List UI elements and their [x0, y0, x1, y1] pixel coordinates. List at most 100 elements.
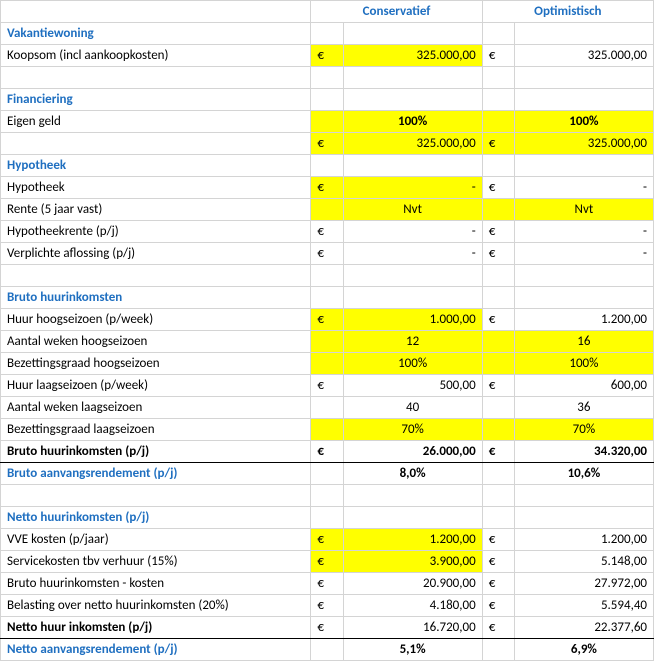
row-bruto-rendement: Bruto aanvangsrendement (p/j) 8,0% 10,6% — [1, 463, 654, 485]
row-koopsom: Koopsom (incl aankoopkosten) € 325.000,0… — [1, 45, 654, 67]
cur: € — [482, 573, 514, 595]
cur: € — [482, 177, 514, 199]
label-hyprente: Hypotheekrente (p/j) — [1, 221, 311, 243]
cur: € — [311, 529, 343, 551]
val-bezet-hoog-1: 100% — [343, 353, 482, 375]
cur: € — [311, 45, 343, 67]
val-belasting-1: 4.180,00 — [343, 595, 482, 617]
col-header-1: Conservatief — [311, 1, 482, 23]
val-rente-2: Nvt — [514, 199, 653, 221]
cur: € — [311, 617, 343, 639]
label-bezet-hoog: Bezettingsgraad hoogseizoen — [1, 353, 311, 375]
cur: € — [482, 617, 514, 639]
row-belasting: Belasting over netto huurinkomsten (20%)… — [1, 595, 654, 617]
row-eigengeld-amount: € 325.000,00 € 325.000,00 — [1, 133, 654, 155]
section-hypotheek: Hypotheek — [1, 155, 311, 177]
row-aflossing: Verplichte aflossing (p/j) € - € - — [1, 243, 654, 265]
label-eigengeld: Eigen geld — [1, 111, 311, 133]
cur: € — [311, 243, 343, 265]
val-vve-2: 1.200,00 — [514, 529, 653, 551]
label-bruto-rendement: Bruto aanvangsrendement (p/j) — [1, 463, 311, 485]
val-koopsom-1: 325.000,00 — [343, 45, 482, 67]
val-weken-hoog-2: 16 — [514, 331, 653, 353]
section-financiering: Financiering — [1, 89, 311, 111]
row-bruto-totaal: Bruto huurinkomsten (p/j) € 26.000,00 € … — [1, 441, 654, 463]
cur: € — [482, 221, 514, 243]
row-huur-hoog: Huur hoogseizoen (p/week) € 1.000,00 € 1… — [1, 309, 654, 331]
val-aflossing-1: - — [343, 243, 482, 265]
label-aflossing: Verplichte aflossing (p/j) — [1, 243, 311, 265]
val-weken-laag-1: 40 — [343, 397, 482, 419]
val-vve-1: 1.200,00 — [343, 529, 482, 551]
label-netto-totaal: Netto huur inkomsten (p/j) — [1, 617, 311, 639]
label-weken-hoog: Aantal weken hoogseizoen — [1, 331, 311, 353]
section-bruto: Bruto huurinkomsten — [1, 287, 311, 309]
val-huur-hoog-2: 1.200,00 — [514, 309, 653, 331]
val-weken-hoog-1: 12 — [343, 331, 482, 353]
row-bruto-kosten: Bruto huurinkomsten - kosten € 20.900,00… — [1, 573, 654, 595]
val-netto-totaal-1: 16.720,00 — [343, 617, 482, 639]
row-bezet-hoog: Bezettingsgraad hoogseizoen 100% 100% — [1, 353, 654, 375]
cur: € — [482, 441, 514, 463]
cur: € — [311, 441, 343, 463]
label-belasting: Belasting over netto huurinkomsten (20%) — [1, 595, 311, 617]
cur: € — [482, 529, 514, 551]
cur: € — [311, 551, 343, 573]
label-huur-hoog: Huur hoogseizoen (p/week) — [1, 309, 311, 331]
val-eigengeld-amt-1: 325.000,00 — [343, 133, 482, 155]
val-hypotheek-1: - — [343, 177, 482, 199]
blank — [1, 1, 311, 23]
val-bruto-totaal-2: 34.320,00 — [514, 441, 653, 463]
val-hyprente-1: - — [343, 221, 482, 243]
val-bezet-laag-2: 70% — [514, 419, 653, 441]
label-service: Servicekosten tbv verhuur (15%) — [1, 551, 311, 573]
cur: € — [311, 595, 343, 617]
label-vve: VVE kosten (p/jaar) — [1, 529, 311, 551]
val-eigengeld-2: 100% — [514, 111, 653, 133]
cur: € — [482, 309, 514, 331]
row-netto-totaal: Netto huur inkomsten (p/j) € 16.720,00 €… — [1, 617, 654, 639]
cur: € — [482, 595, 514, 617]
val-service-2: 5.148,00 — [514, 551, 653, 573]
val-weken-laag-2: 36 — [514, 397, 653, 419]
cur: € — [311, 177, 343, 199]
val-hyprente-2: - — [514, 221, 653, 243]
val-bruto-rendement-2: 10,6% — [514, 463, 653, 485]
val-huur-hoog-1: 1.000,00 — [343, 309, 482, 331]
val-hypotheek-2: - — [514, 177, 653, 199]
val-huur-laag-1: 500,00 — [343, 375, 482, 397]
row-weken-laag: Aantal weken laagseizoen 40 36 — [1, 397, 654, 419]
val-bruto-kosten-2: 27.972,00 — [514, 573, 653, 595]
val-bruto-rendement-1: 8,0% — [343, 463, 482, 485]
row-service: Servicekosten tbv verhuur (15%) € 3.900,… — [1, 551, 654, 573]
val-bezet-laag-1: 70% — [343, 419, 482, 441]
cur: € — [311, 375, 343, 397]
row-bezet-laag: Bezettingsgraad laagseizoen 70% 70% — [1, 419, 654, 441]
cur: € — [482, 133, 514, 155]
cur: € — [482, 551, 514, 573]
cur: € — [311, 309, 343, 331]
cur: € — [482, 243, 514, 265]
cur: € — [482, 45, 514, 67]
col-header-2: Optimistisch — [482, 1, 653, 23]
label-bruto-totaal: Bruto huurinkomsten (p/j) — [1, 441, 311, 463]
section-netto: Netto huurinkomsten (p/j) — [1, 507, 311, 529]
val-rente-1: Nvt — [343, 199, 482, 221]
row-rente: Rente (5 jaar vast) Nvt Nvt — [1, 199, 654, 221]
cur: € — [482, 375, 514, 397]
val-huur-laag-2: 600,00 — [514, 375, 653, 397]
val-netto-totaal-2: 22.377,60 — [514, 617, 653, 639]
val-koopsom-2: 325.000,00 — [514, 45, 653, 67]
label-weken-laag: Aantal weken laagseizoen — [1, 397, 311, 419]
val-netto-rendement-1: 5,1% — [343, 639, 482, 661]
label-netto-rendement: Netto aanvangsrendement (p/j) — [1, 639, 311, 661]
row-hypotheek: Hypotheek € - € - — [1, 177, 654, 199]
section-vakantiewoning: Vakantiewoning — [1, 23, 311, 45]
val-aflossing-2: - — [514, 243, 653, 265]
val-bezet-hoog-2: 100% — [514, 353, 653, 375]
val-service-1: 3.900,00 — [343, 551, 482, 573]
val-belasting-2: 5.594,40 — [514, 595, 653, 617]
label-hypotheek: Hypotheek — [1, 177, 311, 199]
row-huur-laag: Huur laagseizoen (p/week) € 500,00 € 600… — [1, 375, 654, 397]
label-bruto-kosten: Bruto huurinkomsten - kosten — [1, 573, 311, 595]
